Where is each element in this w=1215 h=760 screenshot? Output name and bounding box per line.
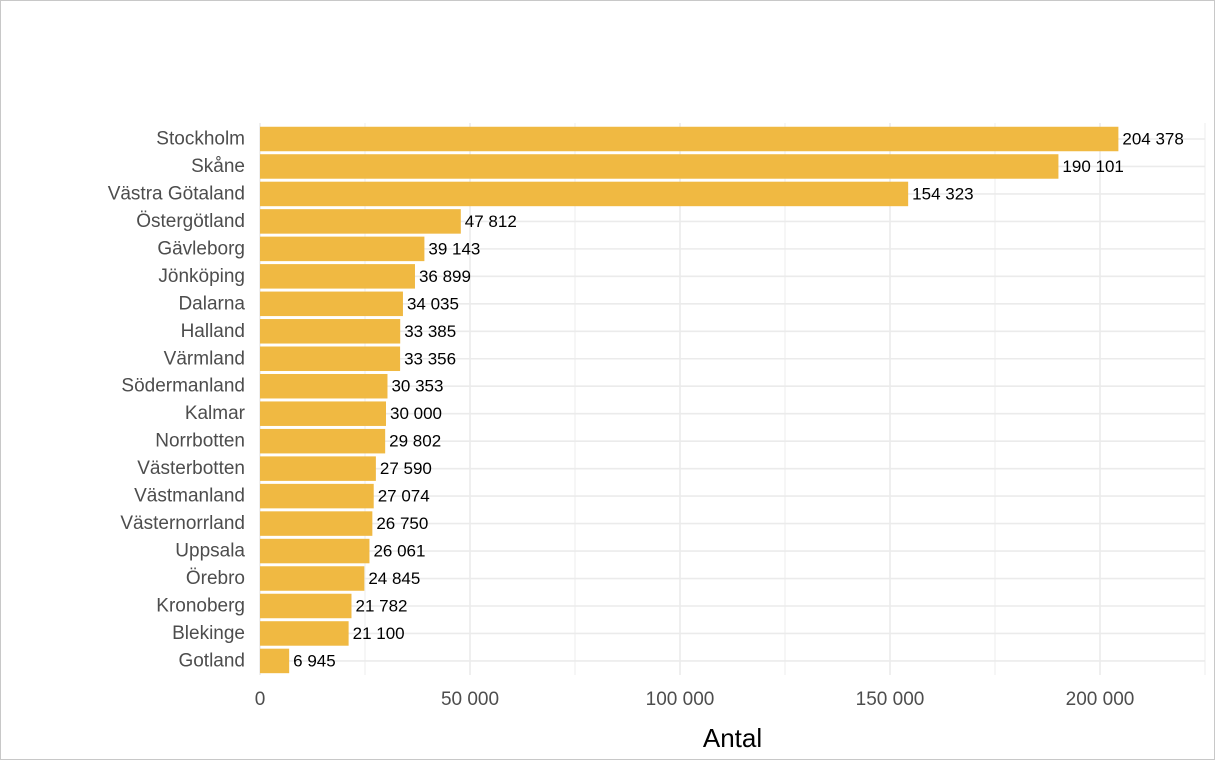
bar [260,483,374,509]
category-label: Kalmar [185,403,246,424]
value-label: 6 945 [293,651,336,670]
value-label: 26 061 [373,542,425,561]
value-label: 34 035 [407,294,459,313]
category-label: Värmland [164,348,245,369]
category-label: Örebro [186,568,245,589]
x-tick-label: 150 000 [856,689,925,710]
value-label: 204 378 [1122,130,1183,149]
bar [260,511,373,536]
category-label: Uppsala [175,541,245,562]
value-label: 27 590 [380,459,432,478]
category-label: Skåne [191,156,245,177]
bar [260,401,386,426]
category-label: Stockholm [156,129,245,150]
category-label: Västerbotten [137,458,245,479]
bar-layer [260,126,1119,674]
bar [260,566,365,591]
value-label: 26 750 [376,514,428,533]
value-label: 21 782 [355,596,407,615]
category-label: Västra Götaland [108,183,245,204]
x-tick-label: 100 000 [646,689,715,710]
bar [260,538,370,564]
value-labels: 204 378 190 101 154 323 47 812 39 143 36 899 3… [293,130,1184,671]
bar [260,319,401,344]
value-label: 33 385 [404,322,456,341]
bar [260,648,290,674]
value-label: 30 000 [390,404,442,423]
bar [260,264,415,289]
x-tick-labels: 0 50 000 100 000 150 000 200 000 [255,689,1135,710]
category-label: Västernorrland [120,513,245,534]
value-label: 154 323 [912,184,973,203]
category-label: Kronoberg [156,595,245,616]
bar [260,126,1119,152]
category-label: Gotland [178,650,245,671]
bar [260,154,1059,179]
bar [260,593,352,619]
bar [260,209,461,234]
bar [260,373,388,399]
category-label: Blekinge [172,623,245,644]
value-label: 21 100 [353,624,405,643]
x-tick-label: 50 000 [441,689,499,710]
value-label: 30 353 [391,377,443,396]
category-label: Gävleborg [157,238,245,259]
category-label: Norrbotten [155,431,245,452]
category-label: Dalarna [178,293,245,314]
category-label: Jönköping [158,266,245,287]
category-labels: Stockholm Skåne Västra Götaland Östergötlan… [108,129,246,672]
category-label: Västmanland [134,486,245,507]
value-label: 33 356 [404,349,456,368]
category-label: Södermanland [121,376,245,397]
bar [260,291,403,317]
value-label: 29 802 [389,432,441,451]
value-label: 24 845 [368,569,420,588]
bar [260,428,386,454]
value-label: 27 074 [378,487,430,506]
bar [260,346,401,372]
bar [260,181,909,207]
x-axis-title: Antal [703,723,762,753]
value-label: 47 812 [465,212,517,231]
category-label: Östergötland [136,211,245,232]
value-label: 39 143 [428,239,480,258]
bar [260,621,349,646]
bar [260,456,376,481]
bar [260,236,425,262]
category-label: Halland [181,321,245,342]
x-tick-label: 0 [255,689,266,710]
value-label: 36 899 [419,267,471,286]
x-tick-label: 200 000 [1066,689,1135,710]
value-label: 190 101 [1062,157,1123,176]
